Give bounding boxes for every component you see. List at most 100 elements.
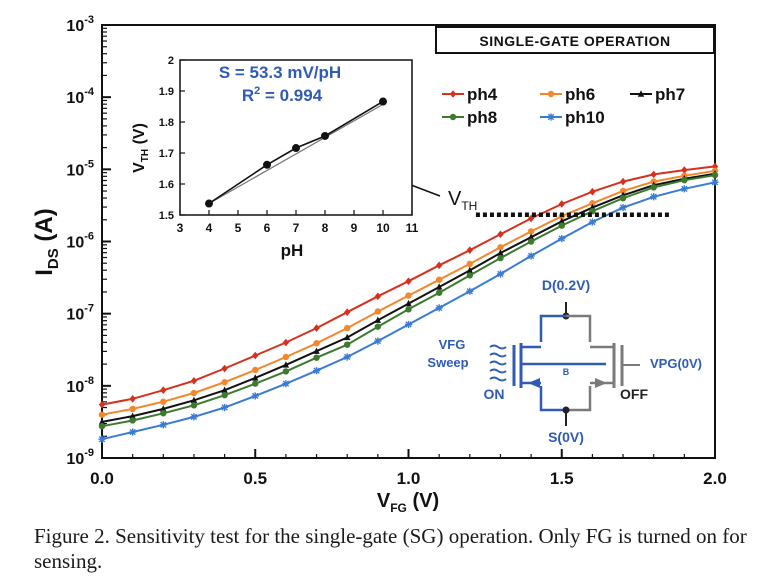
legend-label-ph8: ph8 <box>467 108 497 127</box>
data-point-ph10 <box>190 413 198 421</box>
y-tick-label: 10-6 <box>66 231 94 252</box>
inset-data-point <box>379 97 387 106</box>
legend: ph4 ph6 ph7 ph8 ph10 <box>442 85 685 127</box>
data-point-ph4 <box>497 230 504 239</box>
data-point-ph7 <box>160 405 167 412</box>
inset-data-point <box>263 160 271 169</box>
inset-x-tick-label: 6 <box>264 221 271 235</box>
x-tick-label: 0.5 <box>243 469 267 488</box>
inset-data <box>205 97 387 208</box>
data-point-ph10 <box>680 185 688 193</box>
legend-label-ph6: ph6 <box>565 85 595 104</box>
fg-wave-icon <box>489 344 507 382</box>
data-point-ph8 <box>313 354 320 361</box>
data-point-ph7 <box>190 396 198 403</box>
inset-y-label: VTH (V) <box>131 123 151 173</box>
x-tick-label: 1.0 <box>397 469 421 488</box>
data-point-ph7 <box>405 299 412 307</box>
inset-x-ticks: 3 4 5 6 7 8 9 10 11 <box>177 210 419 235</box>
legend-swatch-marker <box>637 90 645 97</box>
series-ph10 <box>98 178 719 443</box>
data-point-ph10 <box>129 428 137 436</box>
x-axis-label: VFG (V) <box>377 490 439 515</box>
series-ph8 <box>98 171 719 430</box>
data-point-ph8 <box>160 410 167 417</box>
data-point-ph10 <box>650 193 658 201</box>
legend-swatch-marker <box>547 90 555 98</box>
inset-fit-line <box>208 103 384 205</box>
pg-arrow <box>595 378 607 388</box>
data-point-ph4 <box>160 386 167 394</box>
inset-y-tick-label: 1.7 <box>159 148 174 160</box>
y-tick-label: 10-8 <box>66 375 94 396</box>
main-plot: 10-9 10-8 10-7 10-6 10-5 10-4 10-3 0.0 0.5 1.0 1.… <box>31 14 727 515</box>
data-point-ph4 <box>252 351 259 360</box>
fg-label-vfg: VFG <box>439 337 466 352</box>
data-point-ph10 <box>98 435 106 443</box>
y-tick-label: 10-5 <box>66 158 94 179</box>
data-point-ph10 <box>466 287 474 295</box>
data-point-ph7 <box>98 418 106 425</box>
data-point-ph7 <box>374 316 382 323</box>
inset-y-tick-label: 1.9 <box>159 86 174 98</box>
inset-r2-text: R2 = 0.994 <box>242 85 323 105</box>
y-tick-label: 10-3 <box>66 14 94 35</box>
data-point-ph7 <box>129 412 136 419</box>
data-point-ph4 <box>466 246 473 254</box>
data-point-ph10 <box>221 403 229 412</box>
inset-data-point <box>321 131 329 140</box>
data-point-ph7 <box>497 249 504 256</box>
title-box <box>435 26 715 54</box>
data-point-ph4 <box>98 400 106 409</box>
data-point-ph4 <box>405 277 412 285</box>
data-point-ph10 <box>619 203 627 212</box>
data-point-ph10 <box>251 392 259 400</box>
y-tick-label: 10-4 <box>66 86 94 107</box>
inset-x-tick-label: 11 <box>406 221 419 235</box>
inset-data-point <box>292 144 300 153</box>
data-point-ph6 <box>190 389 198 397</box>
legend-entry-ph8: ph8 <box>442 108 497 127</box>
data-point-ph7 <box>252 374 259 381</box>
data-point-ph6 <box>435 276 443 283</box>
inset-x-tick-label: 8 <box>322 221 329 235</box>
inset-y-tick-label: 2 <box>168 55 174 67</box>
chart-title: SINGLE-GATE OPERATION <box>479 33 670 49</box>
inset-y-tick-label: 1.6 <box>159 179 174 191</box>
inset-x-tick-label: 9 <box>351 221 358 235</box>
data-point-ph4 <box>374 292 382 301</box>
legend-label-ph10: ph10 <box>565 108 605 127</box>
inset-x-tick-label: 10 <box>376 221 390 235</box>
data-point-ph8 <box>282 368 290 375</box>
data-point-ph8 <box>190 402 198 409</box>
data-point-ph4 <box>190 376 198 385</box>
figure-canvas: 10-9 10-8 10-7 10-6 10-5 10-4 10-3 0.0 0.5 1.0 1.… <box>31 14 727 515</box>
drain-label: D(0.2V) <box>542 277 590 293</box>
data-point-ph4 <box>527 214 535 223</box>
pg-label: VPG(0V) <box>650 356 702 371</box>
data-point-ph8 <box>435 289 443 296</box>
data-point-ph6 <box>98 411 106 418</box>
data-point-ph6 <box>374 308 382 315</box>
data-point-ph10 <box>404 320 413 329</box>
figure-caption: Figure 2. Sensitivity test for the singl… <box>34 524 747 573</box>
legend-label-ph4: ph4 <box>467 85 498 104</box>
inset-frame <box>179 59 413 216</box>
data-point-ph6 <box>405 292 412 299</box>
data-point-ph4 <box>221 364 228 373</box>
fg-arrow <box>528 378 540 388</box>
data-point-ph4 <box>282 338 290 347</box>
y-tick-label: 10-9 <box>66 447 94 468</box>
data-point-ph8 <box>252 380 259 387</box>
data-point-ph4 <box>619 177 627 186</box>
main-series-group <box>98 162 719 443</box>
data-point-ph6 <box>589 200 596 207</box>
legend-label-ph7: ph7 <box>655 85 685 104</box>
data-point-ph10 <box>282 380 290 388</box>
legend-entry-ph7: ph7 <box>630 85 685 104</box>
data-point-ph8 <box>405 306 412 313</box>
data-point-ph10 <box>711 178 719 186</box>
data-point-ph8 <box>558 222 565 229</box>
main-y-ticks: 10-9 10-8 10-7 10-6 10-5 10-4 10-3 <box>66 14 111 468</box>
data-point-ph7 <box>344 333 351 341</box>
